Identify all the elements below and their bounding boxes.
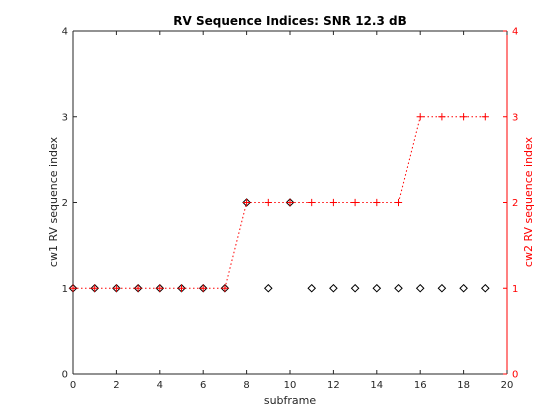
series-2-point — [308, 198, 316, 207]
x-tick-label: 2 — [113, 380, 119, 391]
right-y-tick-label: 1 — [512, 284, 518, 295]
series-2-point — [221, 284, 229, 292]
x-tick-label: 0 — [70, 380, 76, 391]
series-layer — [68, 113, 490, 293]
series-1-point — [350, 283, 360, 293]
series-1-point — [263, 283, 273, 293]
series-2-point — [69, 284, 77, 292]
x-tick-label: 14 — [370, 380, 383, 391]
left-y-tick-label: 0 — [62, 370, 68, 381]
series-1-point — [329, 283, 338, 293]
x-tick-label: 18 — [457, 380, 470, 391]
left-y-tick-label: 3 — [62, 112, 68, 123]
right-y-tick-label: 2 — [512, 198, 518, 209]
series-2-point — [394, 198, 403, 207]
series-2-point — [134, 284, 142, 292]
series-2-point — [481, 113, 489, 121]
right-y-tick-label: 4 — [512, 27, 518, 38]
series-1-point — [307, 283, 317, 293]
series-2-point — [351, 198, 359, 207]
x-tick-label: 20 — [501, 380, 514, 391]
x-tick-label: 12 — [327, 380, 340, 391]
x-ticks: 0 2 4 6 8 10 12 14 16 18 20 — [70, 31, 514, 391]
series-2-point — [199, 284, 207, 292]
series-2-point — [286, 198, 294, 207]
series-2-point — [91, 284, 99, 292]
series-2-point — [243, 198, 251, 207]
series-2-point — [177, 284, 186, 292]
right-y-tick-label: 3 — [512, 112, 518, 123]
x-tick-label: 8 — [243, 380, 249, 391]
right-y-ticks: 0 1 2 3 4 — [503, 27, 518, 381]
series-1-point — [459, 283, 468, 293]
x-tick-label: 10 — [284, 380, 297, 391]
series-1-point — [394, 283, 403, 293]
series-2-point — [329, 198, 337, 207]
x-axis-label: subframe — [264, 394, 317, 407]
left-y-axis-label: cw1 RV sequence index — [47, 136, 60, 267]
right-y-axis-label: cw2 RV sequence index — [522, 136, 535, 267]
series-1-point — [372, 283, 382, 293]
x-tick-label: 4 — [157, 380, 163, 391]
left-y-tick-label: 2 — [62, 198, 68, 209]
series-2-point — [416, 113, 424, 121]
series-1-point — [415, 283, 425, 293]
chart-title: RV Sequence Indices: SNR 12.3 dB — [173, 14, 406, 28]
series-1-point — [437, 283, 447, 293]
right-y-tick-label: 0 — [512, 370, 518, 381]
series-2-point — [373, 198, 381, 207]
series-2-point — [460, 113, 468, 121]
left-y-tick-label: 4 — [62, 27, 68, 38]
left-y-tick-label: 1 — [62, 284, 68, 295]
series-2-point — [112, 284, 120, 292]
x-tick-label: 16 — [414, 380, 427, 391]
x-tick-label: 6 — [200, 380, 206, 391]
series-2-point — [438, 113, 446, 121]
series-2-point — [264, 198, 272, 207]
series-2-point — [156, 284, 164, 292]
series-1-point — [480, 283, 490, 293]
